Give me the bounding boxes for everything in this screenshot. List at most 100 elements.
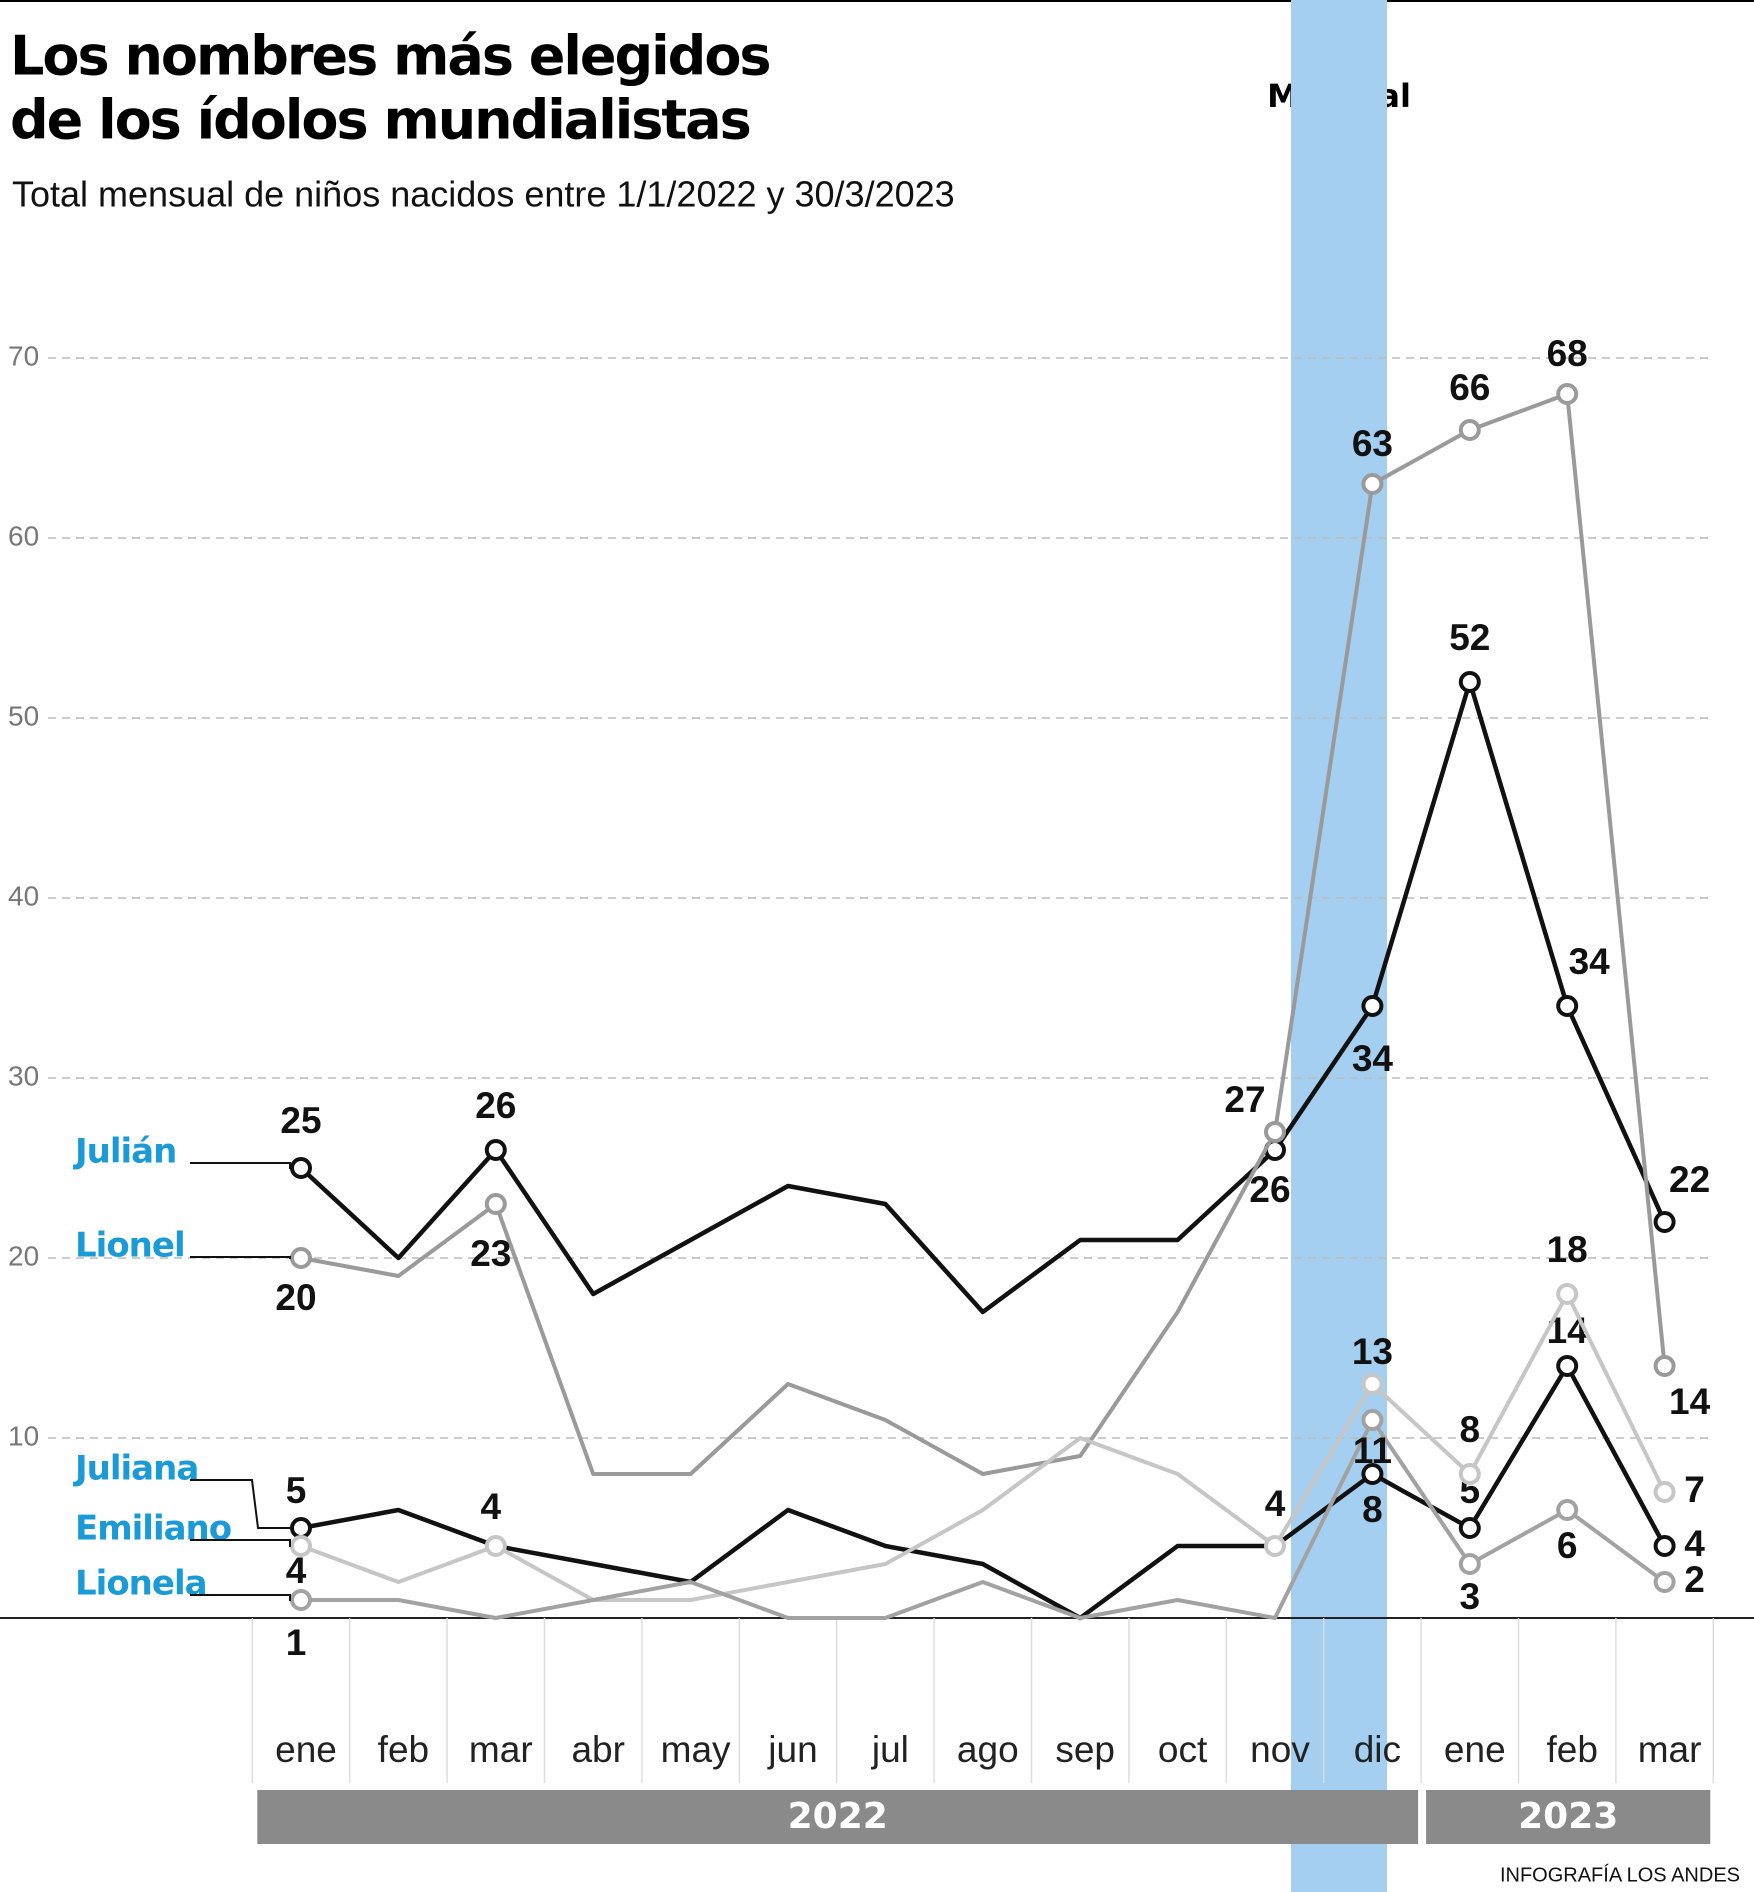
- source: INFOGRAFÍA LOS ANDES: [1500, 1863, 1740, 1886]
- y-tick-label: 50: [8, 700, 39, 731]
- x-tick-label: may: [661, 1729, 731, 1770]
- point-marker: [1556, 1499, 1579, 1521]
- point-marker: [1556, 383, 1579, 405]
- point-marker: [290, 1157, 312, 1179]
- chart-subtitle: Total mensual de niños nacidos entre 1/1…: [12, 174, 955, 215]
- series-line: [300, 1292, 1667, 1602]
- x-tick-label: sep: [1055, 1729, 1115, 1770]
- point-marker: [1361, 473, 1384, 495]
- point-marker: [290, 1247, 312, 1269]
- y-tick-label: 60: [8, 520, 39, 551]
- y-tick-label: 10: [8, 1420, 39, 1451]
- series-line: [301, 1418, 1666, 1620]
- value-label: 20: [275, 1277, 316, 1318]
- x-tick-label: mar: [469, 1729, 533, 1770]
- x-tick-label: jun: [767, 1729, 817, 1770]
- point-marker: [1458, 1517, 1481, 1539]
- year-bar: [1426, 1790, 1711, 1844]
- point-marker: [1264, 1535, 1286, 1557]
- year-bar: [257, 1790, 1419, 1844]
- value-label: 4: [1265, 1483, 1286, 1524]
- value-label: 8: [1362, 1489, 1383, 1530]
- y-tick-label: 70: [8, 340, 39, 371]
- x-tick-label: abr: [571, 1729, 624, 1770]
- y-tick-label: 30: [8, 1060, 39, 1091]
- value-label: 5: [286, 1470, 307, 1511]
- value-label: 14: [1547, 1310, 1589, 1351]
- point-marker: [484, 1535, 507, 1557]
- point-marker: [1653, 1481, 1676, 1503]
- x-tick-label: feb: [378, 1729, 429, 1770]
- series-connector: [190, 1594, 291, 1601]
- year-label: 2023: [1518, 1796, 1618, 1837]
- value-label: 1: [286, 1622, 307, 1663]
- point-marker: [290, 1517, 312, 1539]
- point-marker: [1458, 419, 1481, 441]
- year-label: 2022: [788, 1796, 888, 1837]
- value-label: 25: [280, 1100, 321, 1141]
- series-line: [300, 392, 1667, 1476]
- value-label: 22: [1669, 1159, 1710, 1200]
- value-label: 27: [1224, 1079, 1265, 1120]
- series-name: Julián: [73, 1132, 176, 1172]
- series-name: Emiliano: [75, 1509, 231, 1549]
- value-label: 23: [470, 1233, 511, 1274]
- x-tick-label: ene: [275, 1729, 337, 1770]
- x-tick-label: oct: [1158, 1729, 1208, 1770]
- series-name: Lionel: [75, 1226, 185, 1266]
- series-name: Lionela: [75, 1564, 207, 1604]
- value-label: 26: [475, 1085, 516, 1126]
- value-label: 26: [1249, 1169, 1290, 1210]
- point-marker: [1556, 1355, 1579, 1377]
- value-label: 66: [1449, 367, 1490, 408]
- value-label: 6: [1557, 1525, 1578, 1566]
- point-marker: [484, 1193, 507, 1215]
- value-label: 18: [1547, 1229, 1588, 1270]
- y-tick-label: 40: [8, 880, 39, 911]
- series-connector: [190, 1539, 291, 1547]
- point-marker: [1556, 995, 1579, 1017]
- x-tick-label: dic: [1354, 1729, 1401, 1770]
- point-marker: [1264, 1121, 1286, 1143]
- point-marker: [290, 1535, 312, 1557]
- value-label: 8: [1460, 1409, 1481, 1450]
- value-label: 2: [1684, 1559, 1705, 1600]
- world-cup-band: [1291, 0, 1387, 1892]
- series-connector: [190, 1256, 291, 1259]
- value-label: 68: [1547, 333, 1588, 374]
- point-marker: [1653, 1355, 1676, 1377]
- value-label: 7: [1684, 1469, 1705, 1510]
- value-label: 11: [1353, 1430, 1392, 1471]
- point-marker: [1361, 1373, 1384, 1395]
- point-marker: [1556, 1283, 1579, 1305]
- point-marker: [1361, 1409, 1384, 1431]
- value-label: 34: [1569, 941, 1611, 982]
- point-marker: [484, 1139, 507, 1161]
- value-label: 52: [1449, 617, 1490, 658]
- x-tick-label: nov: [1250, 1729, 1310, 1770]
- point-marker: [1361, 995, 1384, 1017]
- x-tick-label: jul: [871, 1729, 909, 1770]
- chart-title: de los ídolos mundialistas: [10, 89, 750, 152]
- point-marker: [1458, 1553, 1481, 1575]
- series-connector: [190, 1479, 291, 1529]
- series-line: [299, 679, 1667, 1315]
- value-label: 4: [1684, 1523, 1705, 1564]
- y-tick-label: 20: [8, 1240, 39, 1271]
- point-marker: [1653, 1571, 1676, 1593]
- value-label: 13: [1352, 1331, 1393, 1372]
- series-line: [300, 1363, 1667, 1621]
- value-label: 4: [481, 1486, 502, 1527]
- x-tick-label: mar: [1638, 1729, 1702, 1770]
- value-label: 63: [1352, 423, 1393, 464]
- series-name: Juliana: [73, 1449, 198, 1489]
- x-tick-label: ago: [957, 1729, 1019, 1770]
- point-marker: [1653, 1535, 1676, 1557]
- x-tick-label: ene: [1444, 1729, 1506, 1770]
- value-label: 14: [1669, 1381, 1711, 1422]
- point-marker: [290, 1589, 312, 1611]
- chart-title: Los nombres más elegidos: [10, 25, 770, 88]
- point-marker: [1458, 1463, 1481, 1485]
